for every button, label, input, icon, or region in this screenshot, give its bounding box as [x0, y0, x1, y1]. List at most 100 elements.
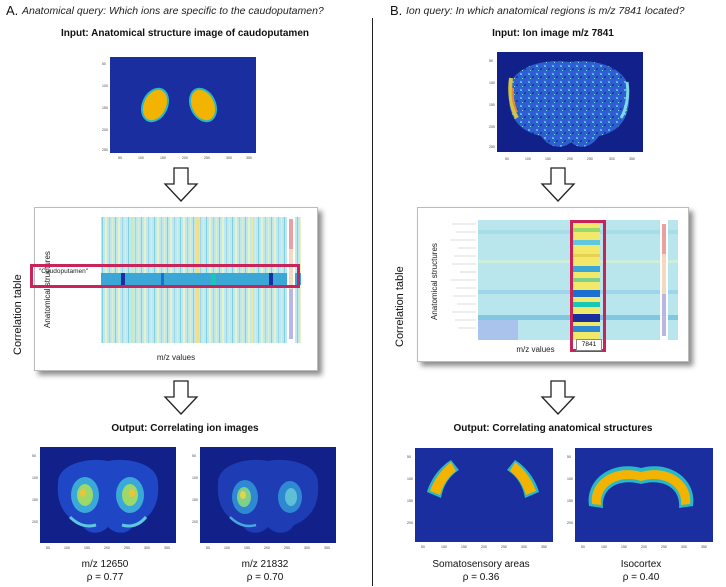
panel-a-heatmap	[101, 217, 301, 343]
svg-text:50: 50	[102, 62, 106, 66]
svg-text:50: 50	[505, 157, 509, 161]
svg-text:250: 250	[102, 148, 108, 152]
panel-b-table-x-label: m/z values	[516, 345, 555, 354]
panel-b-highlight-label: 7841	[576, 339, 602, 351]
panel-b-query: Ion query: In which anatomical regions i…	[406, 5, 685, 17]
svg-text:150: 150	[192, 498, 198, 502]
svg-text:150: 150	[244, 546, 250, 550]
svg-text:150: 150	[461, 545, 467, 549]
panel-a-query: Anatomical query: Which ions are specifi…	[22, 5, 324, 17]
somatosensory-rho: ρ = 0.36	[462, 572, 500, 583]
svg-text:150: 150	[567, 499, 573, 503]
svg-text:100: 100	[138, 156, 144, 160]
ion-image-1: 50 100 150 200 50 100 150 200 250 300 350	[30, 443, 180, 553]
caudoputamen-mask-image: 50 100 150 200 250 50 100 150 200 250 300 350	[100, 53, 260, 163]
svg-text:350: 350	[541, 545, 547, 549]
down-arrow-icon	[163, 380, 199, 415]
ion-image-2: 50 100 150 200 50 100 150 200 250 300 350	[190, 443, 340, 553]
svg-text:50: 50	[489, 59, 493, 63]
panel-divider	[372, 18, 373, 586]
panel-b-side-label: Correlation table	[394, 266, 406, 347]
svg-text:50: 50	[581, 545, 585, 549]
svg-text:100: 100	[407, 477, 413, 481]
isocortex-rho: ρ = 0.40	[622, 572, 660, 583]
svg-text:200: 200	[264, 546, 270, 550]
svg-text:50: 50	[46, 546, 50, 550]
svg-text:100: 100	[567, 477, 573, 481]
svg-text:350: 350	[324, 546, 330, 550]
svg-text:50: 50	[407, 455, 411, 459]
svg-text:300: 300	[304, 546, 310, 550]
svg-text:200: 200	[407, 521, 413, 525]
svg-text:150: 150	[32, 498, 38, 502]
svg-text:300: 300	[144, 546, 150, 550]
svg-text:100: 100	[102, 84, 108, 88]
svg-text:200: 200	[481, 545, 487, 549]
svg-text:100: 100	[601, 545, 607, 549]
panel-b-correlation-table: Anatomical structures m/z values	[417, 207, 689, 362]
svg-text:200: 200	[567, 157, 573, 161]
svg-text:350: 350	[629, 157, 635, 161]
svg-text:100: 100	[32, 476, 38, 480]
panel-a-side-label: Correlation table	[12, 274, 24, 355]
isocortex-mask-image: 50 100 150 200 50 100 150 200 250 300 350	[565, 444, 717, 552]
svg-text:150: 150	[102, 106, 108, 110]
svg-text:300: 300	[609, 157, 615, 161]
panel-b-letter: B.	[390, 3, 403, 18]
panel-b-input-heading: Input: Ion image m/z 7841	[492, 28, 614, 39]
svg-text:200: 200	[489, 125, 495, 129]
svg-text:50: 50	[567, 455, 571, 459]
isocortex-name: Isocortex	[620, 559, 662, 570]
svg-text:300: 300	[521, 545, 527, 549]
svg-text:150: 150	[545, 157, 551, 161]
panel-a-highlight-label: "Caudoputamen"	[39, 268, 89, 275]
svg-text:200: 200	[192, 520, 198, 524]
panel-a-input-heading: Input: Anatomical structure image of cau…	[61, 28, 309, 39]
svg-text:100: 100	[441, 545, 447, 549]
somatosensory-name: Somatosensory areas	[432, 559, 530, 570]
panel-b-heatmap	[478, 220, 678, 340]
svg-text:150: 150	[621, 545, 627, 549]
svg-text:200: 200	[32, 520, 38, 524]
svg-text:50: 50	[192, 454, 196, 458]
down-arrow-icon	[540, 167, 576, 202]
panel-a-letter: A.	[6, 3, 19, 18]
svg-text:200: 200	[104, 546, 110, 550]
panel-b-output-heading: Output: Correlating anatomical structure…	[453, 423, 653, 434]
svg-text:100: 100	[64, 546, 70, 550]
svg-text:250: 250	[284, 546, 290, 550]
ion-image-7841: 50 100 150 200 250 50 100 150 200 250 300 350	[487, 48, 649, 164]
svg-text:50: 50	[32, 454, 36, 458]
svg-text:350: 350	[246, 156, 252, 160]
panel-a-highlight-row	[30, 264, 300, 288]
svg-text:100: 100	[525, 157, 531, 161]
svg-text:250: 250	[124, 546, 130, 550]
panel-a-correlation-table: Anatomical structures "Caudoputamen" m/z…	[34, 207, 318, 371]
svg-text:250: 250	[501, 545, 507, 549]
svg-text:150: 150	[160, 156, 166, 160]
svg-text:150: 150	[407, 499, 413, 503]
svg-text:250: 250	[661, 545, 667, 549]
down-arrow-icon	[540, 380, 576, 415]
svg-text:250: 250	[204, 156, 210, 160]
svg-text:100: 100	[192, 476, 198, 480]
panel-a-table-x-label: m/z values	[156, 353, 196, 362]
svg-text:250: 250	[489, 145, 495, 149]
panel-b-row-labels	[450, 223, 476, 329]
svg-text:300: 300	[681, 545, 687, 549]
svg-text:150: 150	[84, 546, 90, 550]
svg-text:50: 50	[206, 546, 210, 550]
ion-image-2-rho: ρ = 0.70	[246, 572, 284, 583]
svg-text:300: 300	[226, 156, 232, 160]
svg-text:200: 200	[182, 156, 188, 160]
panel-b-highlight-column	[570, 220, 606, 352]
ion-image-1-name: m/z 12650	[81, 559, 129, 570]
svg-text:150: 150	[489, 103, 495, 107]
panel-a-output-heading: Output: Correlating ion images	[111, 423, 259, 434]
svg-text:350: 350	[701, 545, 707, 549]
ion-image-2-name: m/z 21832	[241, 559, 289, 570]
svg-text:100: 100	[489, 81, 495, 85]
svg-text:50: 50	[118, 156, 122, 160]
svg-text:200: 200	[567, 521, 573, 525]
somatosensory-mask-image: 50 100 150 200 50 100 150 200 250 300 350	[405, 444, 557, 552]
